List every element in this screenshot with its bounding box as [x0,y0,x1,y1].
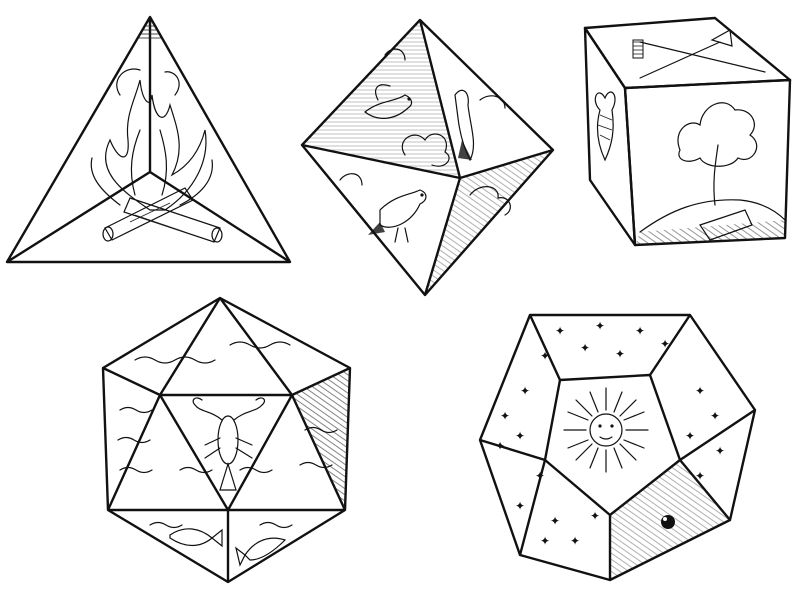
waves-icon [117,341,338,529]
bird-icon [364,84,475,243]
svg-text:✦: ✦ [535,469,545,483]
svg-text:✦: ✦ [495,439,505,453]
cube-earth [583,16,792,247]
svg-text:✦: ✦ [595,319,605,333]
stars-icon: ✦ ✦ ✦ ✦ ✦ ✦ ✦ ✦ ✦ ✦ ✦ ✦ ✦ ✦ ✦ ✦ ✦ ✦ ✦ ✦ … [495,319,725,548]
svg-text:✦: ✦ [520,384,530,398]
fish-icon [169,528,287,567]
hill-icon [635,199,786,245]
svg-text:✦: ✦ [540,534,550,548]
flame-icon [90,68,213,211]
apex-hatching [138,17,162,40]
svg-text:✦: ✦ [500,409,510,423]
lobster-icon [192,397,266,491]
svg-text:✦: ✦ [570,534,580,548]
tetrahedron-fire [5,15,292,264]
svg-text:✦: ✦ [695,469,705,483]
sun-face-icon [563,387,649,473]
root-vegetable-icon [594,91,616,162]
svg-text:✦: ✦ [555,324,565,338]
svg-text:✦: ✦ [715,444,725,458]
svg-text:✦: ✦ [635,324,645,338]
logs-icon [102,187,223,243]
svg-text:✦: ✦ [710,409,720,423]
svg-text:✦: ✦ [540,349,550,363]
tree-icon [677,102,758,206]
svg-text:✦: ✦ [515,499,525,513]
icosahedron-water [101,296,352,584]
spade-and-rake-icon [632,29,766,79]
svg-text:✦: ✦ [615,347,625,361]
svg-text:✦: ✦ [685,429,695,443]
octahedron-air [300,18,555,297]
svg-text:✦: ✦ [580,341,590,355]
svg-text:✦: ✦ [515,429,525,443]
svg-text:✦: ✦ [695,384,705,398]
dodecahedron-aether: ✦ ✦ ✦ ✦ ✦ ✦ ✦ ✦ ✦ ✦ ✦ ✦ ✦ ✦ ✦ ✦ ✦ ✦ ✦ ✦ … [478,313,757,582]
svg-text:✦: ✦ [550,514,560,528]
cloud-icon [339,48,511,216]
knob-icon [661,515,675,529]
svg-text:✦: ✦ [660,337,670,351]
svg-text:✦: ✦ [590,509,600,523]
